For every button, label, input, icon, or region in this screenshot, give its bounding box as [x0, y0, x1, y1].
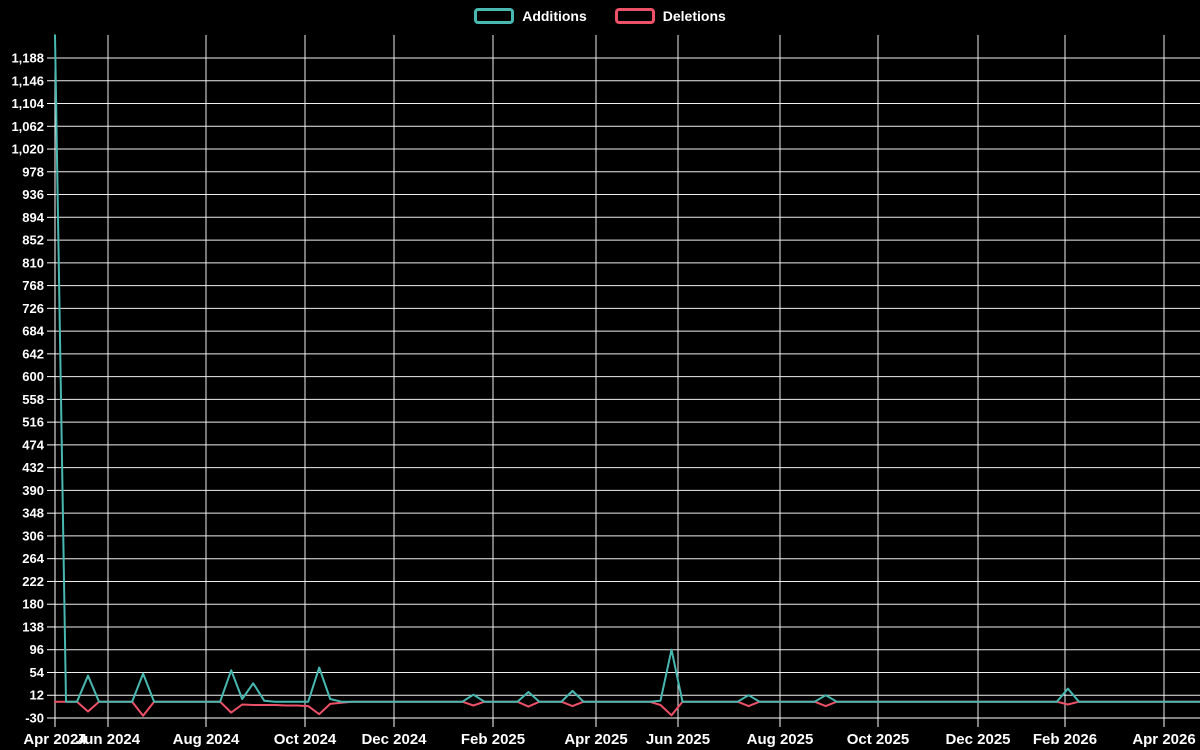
- y-axis-label: 978: [22, 164, 44, 179]
- legend-item-deletions[interactable]: Deletions: [614, 8, 726, 24]
- x-axis-label: Jun 2024: [76, 731, 141, 748]
- y-axis-label: 600: [22, 369, 44, 384]
- x-axis-label: Feb 2025: [461, 731, 525, 748]
- y-axis-label: 768: [22, 278, 44, 293]
- y-axis-label: 54: [30, 665, 45, 680]
- y-axis-label: -30: [25, 711, 44, 726]
- y-axis-label: 390: [22, 483, 44, 498]
- x-axis-label: Oct 2025: [847, 731, 910, 748]
- y-axis-label: 432: [22, 460, 44, 475]
- y-axis-label: 12: [30, 688, 44, 703]
- y-axis-label: 1,062: [11, 119, 44, 134]
- y-axis-label: 138: [22, 619, 44, 634]
- x-axis-label: Feb 2026: [1033, 731, 1097, 748]
- series-line-deletions: [54, 700, 1200, 717]
- x-axis-label: Dec 2024: [361, 731, 427, 748]
- y-axis-label: 1,020: [11, 142, 44, 157]
- additions-swatch-icon: [474, 8, 515, 24]
- legend-label-deletions: Deletions: [662, 8, 726, 24]
- y-axis-label: 222: [22, 574, 44, 589]
- x-axis-label: Oct 2024: [274, 731, 337, 748]
- y-axis-label: 180: [22, 597, 44, 612]
- y-axis-label: 894: [22, 210, 44, 225]
- y-axis-label: 558: [22, 392, 44, 407]
- legend-item-additions[interactable]: Additions: [474, 8, 587, 24]
- series-line-additions: [54, 34, 1200, 703]
- x-axis-label: Apr 2026: [1132, 731, 1195, 748]
- y-axis-label: 1,104: [11, 96, 44, 111]
- x-axis-label: Aug 2025: [747, 731, 814, 748]
- y-axis-label: 810: [22, 255, 44, 270]
- y-axis-label: 348: [22, 506, 44, 521]
- y-axis-label: 642: [22, 346, 44, 361]
- y-axis-label: 684: [22, 324, 44, 339]
- y-axis-label: 936: [22, 187, 44, 202]
- y-axis-label: 1,146: [11, 73, 44, 88]
- x-axis-label: Apr 2024: [23, 731, 87, 748]
- y-axis-label: 474: [22, 437, 44, 452]
- y-axis-label: 96: [30, 642, 44, 657]
- y-axis-label: 1,188: [11, 51, 44, 66]
- legend-label-additions: Additions: [522, 8, 587, 24]
- y-axis-label: 852: [22, 233, 44, 248]
- x-axis-label: Apr 2025: [564, 731, 627, 748]
- y-axis-label: 306: [22, 528, 44, 543]
- y-axis-label: 516: [22, 415, 44, 430]
- x-axis-label: Jun 2025: [646, 731, 710, 748]
- y-axis-label: 726: [22, 301, 44, 316]
- x-axis-label: Aug 2024: [173, 731, 240, 748]
- y-axis-label: 264: [22, 551, 44, 566]
- x-axis-label: Dec 2025: [945, 731, 1010, 748]
- deletions-swatch-icon: [614, 8, 655, 24]
- chart-legend: Additions Deletions: [0, 8, 1200, 24]
